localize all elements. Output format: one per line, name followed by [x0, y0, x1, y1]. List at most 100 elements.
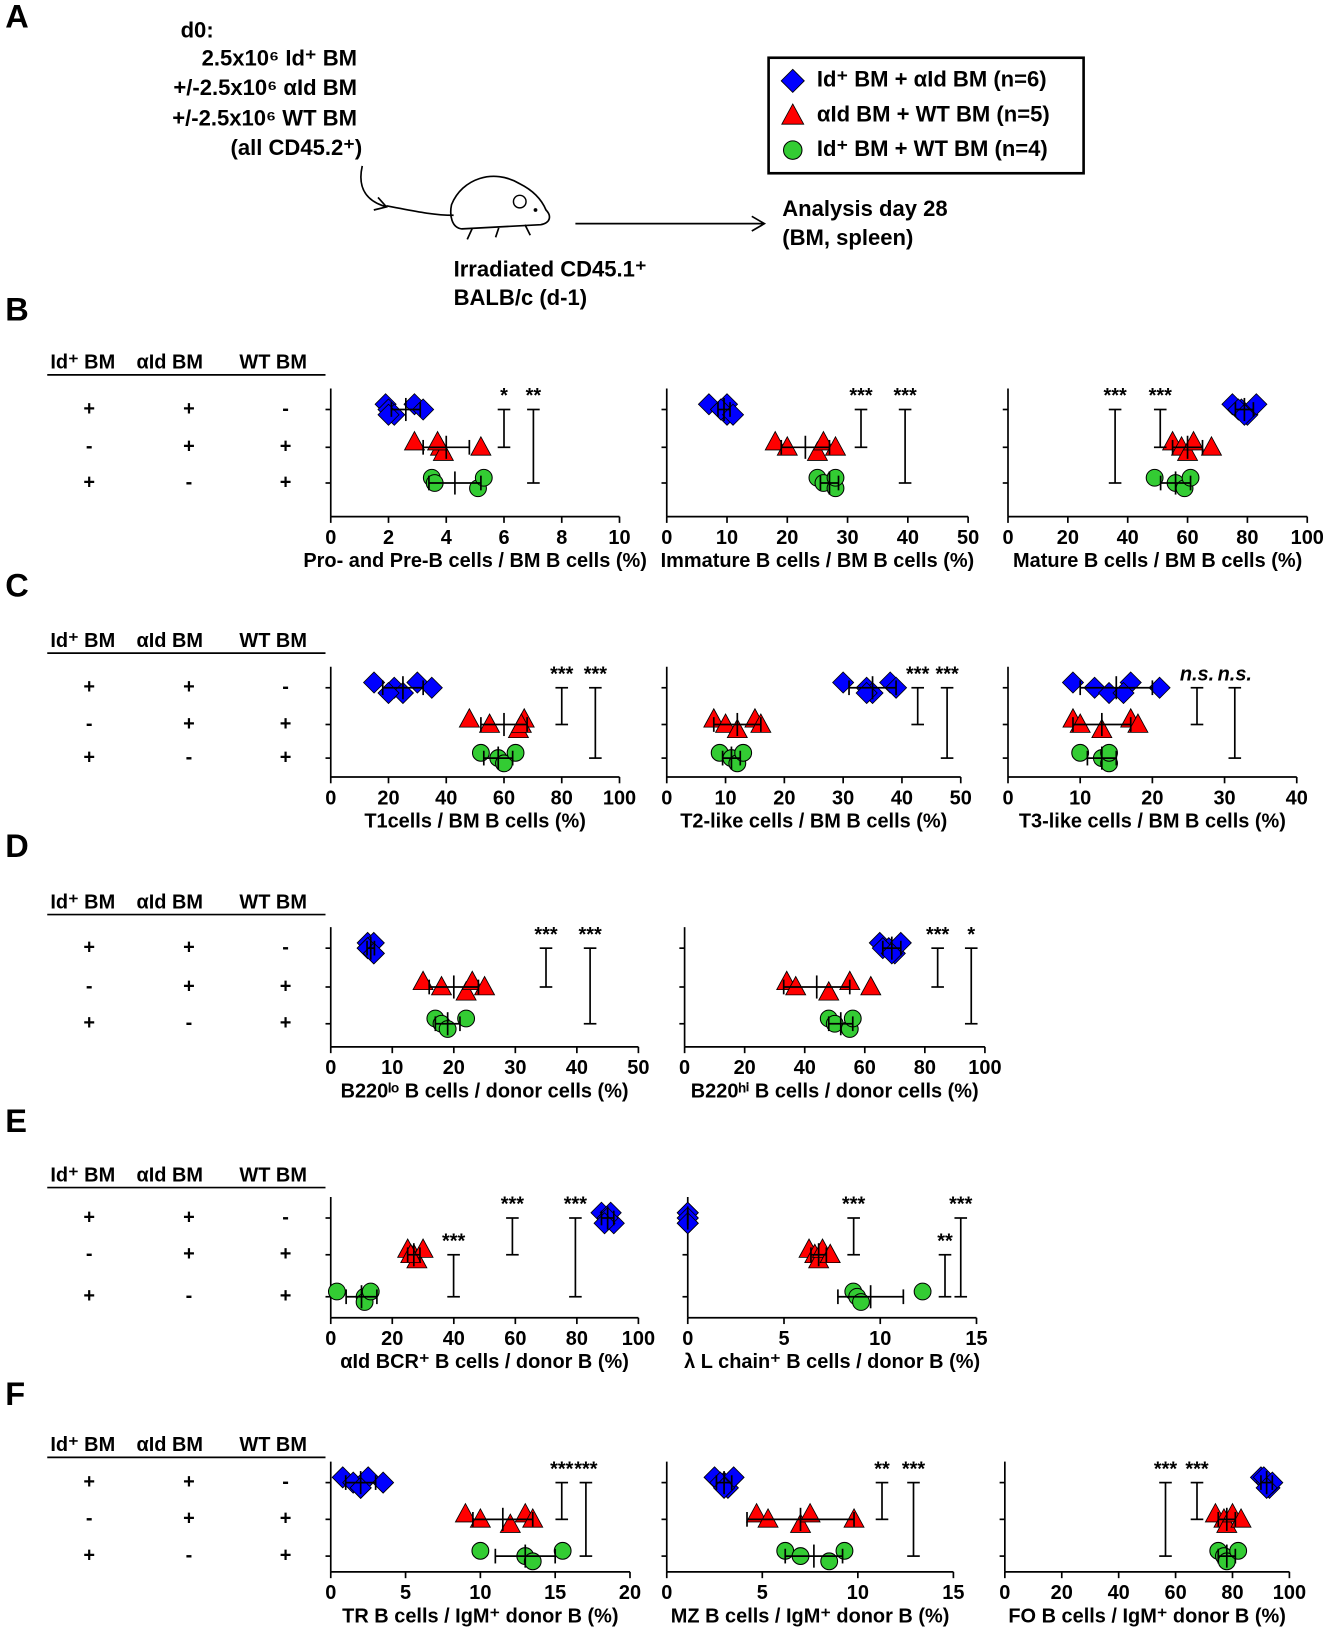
table-header: αId BM [137, 630, 204, 652]
table-cell: + [83, 1544, 95, 1566]
x-tick-label: 40 [566, 1057, 588, 1079]
table-cell: + [83, 936, 95, 958]
table-cell: + [280, 975, 292, 997]
x-tick-label: 80 [566, 1328, 588, 1350]
table-cell: + [183, 936, 195, 958]
x-tick-label: 20 [443, 1057, 465, 1079]
significance-label: *** [902, 1458, 926, 1480]
point [470, 435, 492, 456]
table-cell: + [280, 1544, 292, 1566]
x-tick-label: 15 [544, 1582, 566, 1604]
x-tick-label: 4 [441, 527, 452, 549]
point [745, 1502, 768, 1523]
mouse [386, 175, 551, 240]
table-cell: + [83, 676, 95, 698]
x-tick-label: 0 [661, 527, 672, 549]
table-cell: - [282, 936, 289, 958]
x-tick-label: 10 [381, 1057, 403, 1079]
x-tick-label: 0 [325, 787, 336, 809]
x-tick-label: 10 [469, 1582, 491, 1604]
x-axis-label: αId BCR⁺ B cells / donor B (%) [340, 1351, 629, 1373]
x-tick-label: 50 [950, 787, 972, 809]
x-tick-label: 20 [773, 787, 795, 809]
point [426, 430, 449, 451]
table-cell: + [280, 746, 292, 768]
point [455, 980, 477, 1001]
x-tick-label: 60 [493, 787, 515, 809]
point [734, 743, 753, 762]
point [1145, 468, 1164, 487]
table-header: Id⁺ BM [50, 1164, 115, 1186]
dose-text: (all CD45.2⁺) [231, 135, 363, 160]
x-tick-label: 5 [778, 1328, 789, 1350]
significance-label: * [500, 385, 508, 407]
x-tick-label: 100 [968, 1057, 1001, 1079]
point [1069, 713, 1091, 733]
x-axis-label: T3-like cells / BM B cells (%) [1019, 810, 1286, 832]
significance-label: *** [893, 385, 917, 407]
x-tick-label: 20 [734, 1057, 756, 1079]
table-header: Id⁺ BM [50, 891, 115, 913]
point [776, 435, 798, 456]
dose-text: +/-2.5x10⁶ αId BM [173, 75, 357, 100]
table-cell: - [86, 1243, 93, 1265]
table-cell: - [282, 1471, 289, 1493]
table-cell: + [183, 676, 195, 698]
point [471, 743, 490, 762]
point [832, 671, 855, 694]
point [403, 430, 426, 451]
table-header: WT BM [239, 352, 307, 374]
x-tick-label: 0 [325, 1328, 336, 1350]
analysis-text: (BM, spleen) [782, 225, 913, 250]
legend-label: Id⁺ BM + αId BM (n=6) [817, 67, 1047, 92]
x-axis-label: λ L chain⁺ B cells / donor B (%) [684, 1351, 980, 1373]
table-cell: + [280, 713, 292, 735]
recipient-text: Irradiated CD45.1⁺ [454, 257, 647, 282]
point [860, 975, 882, 996]
point [819, 1243, 841, 1264]
x-tick-label: 10 [716, 527, 738, 549]
x-axis-label: B220ʰⁱ B cells / donor cells (%) [691, 1080, 979, 1102]
table-cell: + [183, 1508, 195, 1530]
x-tick-label: 0 [682, 1328, 693, 1350]
point [473, 975, 496, 996]
significance-label: n.s. [1218, 663, 1252, 685]
table-cell: - [86, 975, 93, 997]
point [553, 1541, 572, 1560]
arrow [360, 165, 388, 211]
point [818, 980, 840, 1001]
table-cell: + [183, 398, 195, 420]
table-header: WT BM [239, 630, 307, 652]
x-tick-label: 20 [619, 1582, 641, 1604]
table-cell: + [280, 1285, 292, 1307]
table-cell: - [186, 1012, 193, 1034]
point [826, 468, 845, 487]
x-tick-label: 40 [891, 787, 913, 809]
significance-label: *** [574, 1458, 598, 1480]
point [412, 1238, 434, 1258]
significance-label: *** [578, 924, 602, 946]
x-axis-label: Immature B cells / BM B cells (%) [661, 550, 975, 572]
x-tick-label: 80 [1221, 1582, 1243, 1604]
x-tick-label: 20 [381, 1328, 403, 1350]
x-tick-label: 80 [914, 1057, 936, 1079]
table-cell: - [186, 1544, 193, 1566]
point [499, 1513, 521, 1533]
point [469, 1507, 492, 1528]
point [824, 435, 847, 456]
x-tick-label: 15 [942, 1582, 964, 1604]
point [1100, 743, 1118, 762]
x-tick-label: 10 [1069, 787, 1091, 809]
x-tick-label: 40 [1286, 787, 1308, 809]
x-tick-label: 100 [622, 1328, 655, 1350]
table-cell: + [183, 975, 195, 997]
table-cell: - [186, 471, 193, 493]
x-tick-label: 20 [1057, 527, 1079, 549]
x-tick-label: 40 [1108, 1582, 1130, 1604]
point [400, 1243, 422, 1264]
x-tick-label: 30 [504, 1057, 526, 1079]
x-tick-label: 0 [999, 1582, 1010, 1604]
table-cell: + [280, 1508, 292, 1530]
x-axis-label: T1cells / BM B cells (%) [364, 810, 586, 832]
point [432, 441, 455, 461]
